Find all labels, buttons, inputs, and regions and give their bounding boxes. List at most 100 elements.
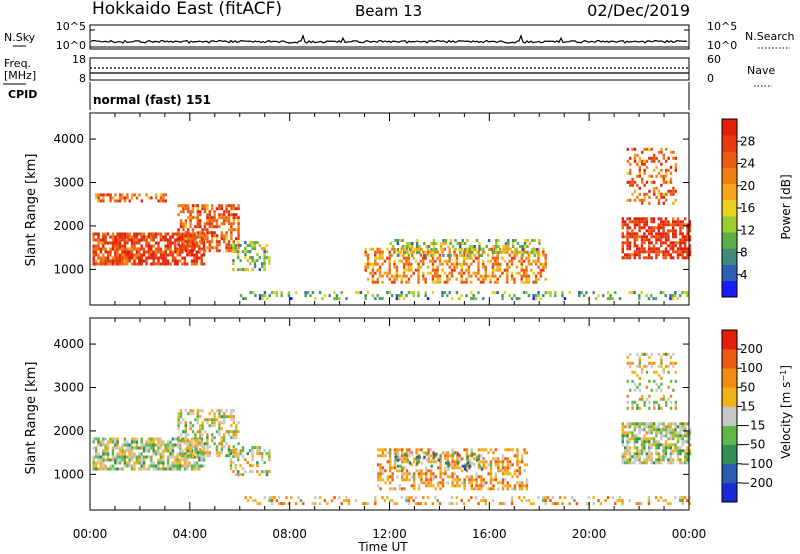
data-cell xyxy=(480,487,483,491)
data-cell xyxy=(227,448,231,452)
data-cell xyxy=(437,466,440,470)
data-cell xyxy=(206,219,209,223)
data-cell xyxy=(232,433,235,437)
data-cell xyxy=(582,294,586,298)
data-cell xyxy=(111,238,115,242)
data-cell xyxy=(501,297,504,301)
data-cell xyxy=(544,496,547,500)
data-cell xyxy=(438,502,442,506)
data-cell xyxy=(430,458,433,462)
data-cell xyxy=(643,425,646,429)
data-cell xyxy=(507,245,510,248)
data-cell xyxy=(633,244,636,248)
data-cell xyxy=(638,226,641,230)
data-cell xyxy=(396,452,400,456)
data-cell xyxy=(655,382,658,386)
data-cell xyxy=(111,440,115,444)
data-cell xyxy=(371,294,375,298)
data-cell xyxy=(643,434,646,438)
data-cell xyxy=(396,458,400,462)
data-cell xyxy=(628,226,632,230)
data-cell xyxy=(171,253,175,257)
data-cell xyxy=(202,449,206,453)
data-cell xyxy=(633,153,637,157)
data-cell xyxy=(621,431,624,435)
data-cell xyxy=(366,291,370,295)
data-cell xyxy=(520,268,523,272)
data-cell xyxy=(237,455,240,459)
data-cell xyxy=(522,280,526,284)
data-cell xyxy=(191,234,195,238)
data-cell xyxy=(229,449,233,453)
data-cell xyxy=(638,256,641,260)
data-cell xyxy=(672,449,675,453)
data-cell xyxy=(126,461,129,465)
data-cell xyxy=(178,467,182,471)
data-cell xyxy=(164,446,167,450)
data-cell xyxy=(475,487,478,491)
data-cell xyxy=(187,216,190,220)
data-cell xyxy=(416,458,419,462)
data-cell xyxy=(232,436,235,440)
data-cell xyxy=(636,385,639,389)
data-cell xyxy=(477,271,480,275)
data-cell xyxy=(674,220,677,224)
data-cell xyxy=(525,463,529,467)
data-cell xyxy=(234,244,237,248)
data-cell xyxy=(434,274,437,278)
data-cell xyxy=(201,409,204,413)
data-cell xyxy=(140,440,143,444)
data-cell xyxy=(183,467,187,471)
data-cell xyxy=(147,440,151,444)
data-cell xyxy=(237,442,240,446)
data-cell xyxy=(509,463,512,467)
data-cell xyxy=(114,443,117,447)
data-cell xyxy=(251,256,254,260)
data-cell xyxy=(399,239,402,242)
data-cell xyxy=(539,274,543,278)
data-cell xyxy=(182,454,185,458)
data-cell xyxy=(621,232,624,236)
data-cell xyxy=(234,473,237,477)
data-cell xyxy=(449,254,452,257)
data-cell xyxy=(621,440,624,444)
data-cell xyxy=(650,352,653,356)
data-cell xyxy=(484,271,487,275)
data-cell xyxy=(669,428,672,432)
data-cell xyxy=(476,455,479,459)
data-cell xyxy=(452,452,455,456)
data-cell xyxy=(688,238,692,242)
data-cell xyxy=(522,291,526,295)
data-cell xyxy=(482,297,485,301)
beam-title: Beam 13 xyxy=(355,2,422,20)
data-cell xyxy=(427,481,430,485)
data-cell xyxy=(486,274,490,278)
data-cell xyxy=(544,253,547,257)
data-cell xyxy=(470,478,473,482)
data-cell xyxy=(251,446,254,450)
data-cell xyxy=(405,294,408,298)
data-cell xyxy=(645,229,648,233)
data-cell xyxy=(249,241,252,245)
data-cell xyxy=(456,466,459,470)
data-cell xyxy=(643,352,646,356)
data-cell xyxy=(408,472,411,476)
data-cell xyxy=(679,247,682,251)
data-cell xyxy=(404,452,407,456)
data-cell xyxy=(494,472,497,476)
data-cell xyxy=(386,247,389,251)
data-cell xyxy=(498,268,502,272)
data-cell xyxy=(234,449,237,453)
data-cell xyxy=(424,250,427,254)
data-cell xyxy=(525,280,528,284)
data-cell xyxy=(424,253,427,257)
data-cell xyxy=(142,446,146,450)
data-cell xyxy=(182,439,185,443)
data-cell xyxy=(660,250,663,254)
data-cell xyxy=(525,256,528,260)
data-cell xyxy=(114,199,117,203)
data-cell xyxy=(114,446,117,450)
data-cell xyxy=(311,291,315,295)
data-cell xyxy=(417,460,421,464)
data-cell xyxy=(515,265,519,269)
